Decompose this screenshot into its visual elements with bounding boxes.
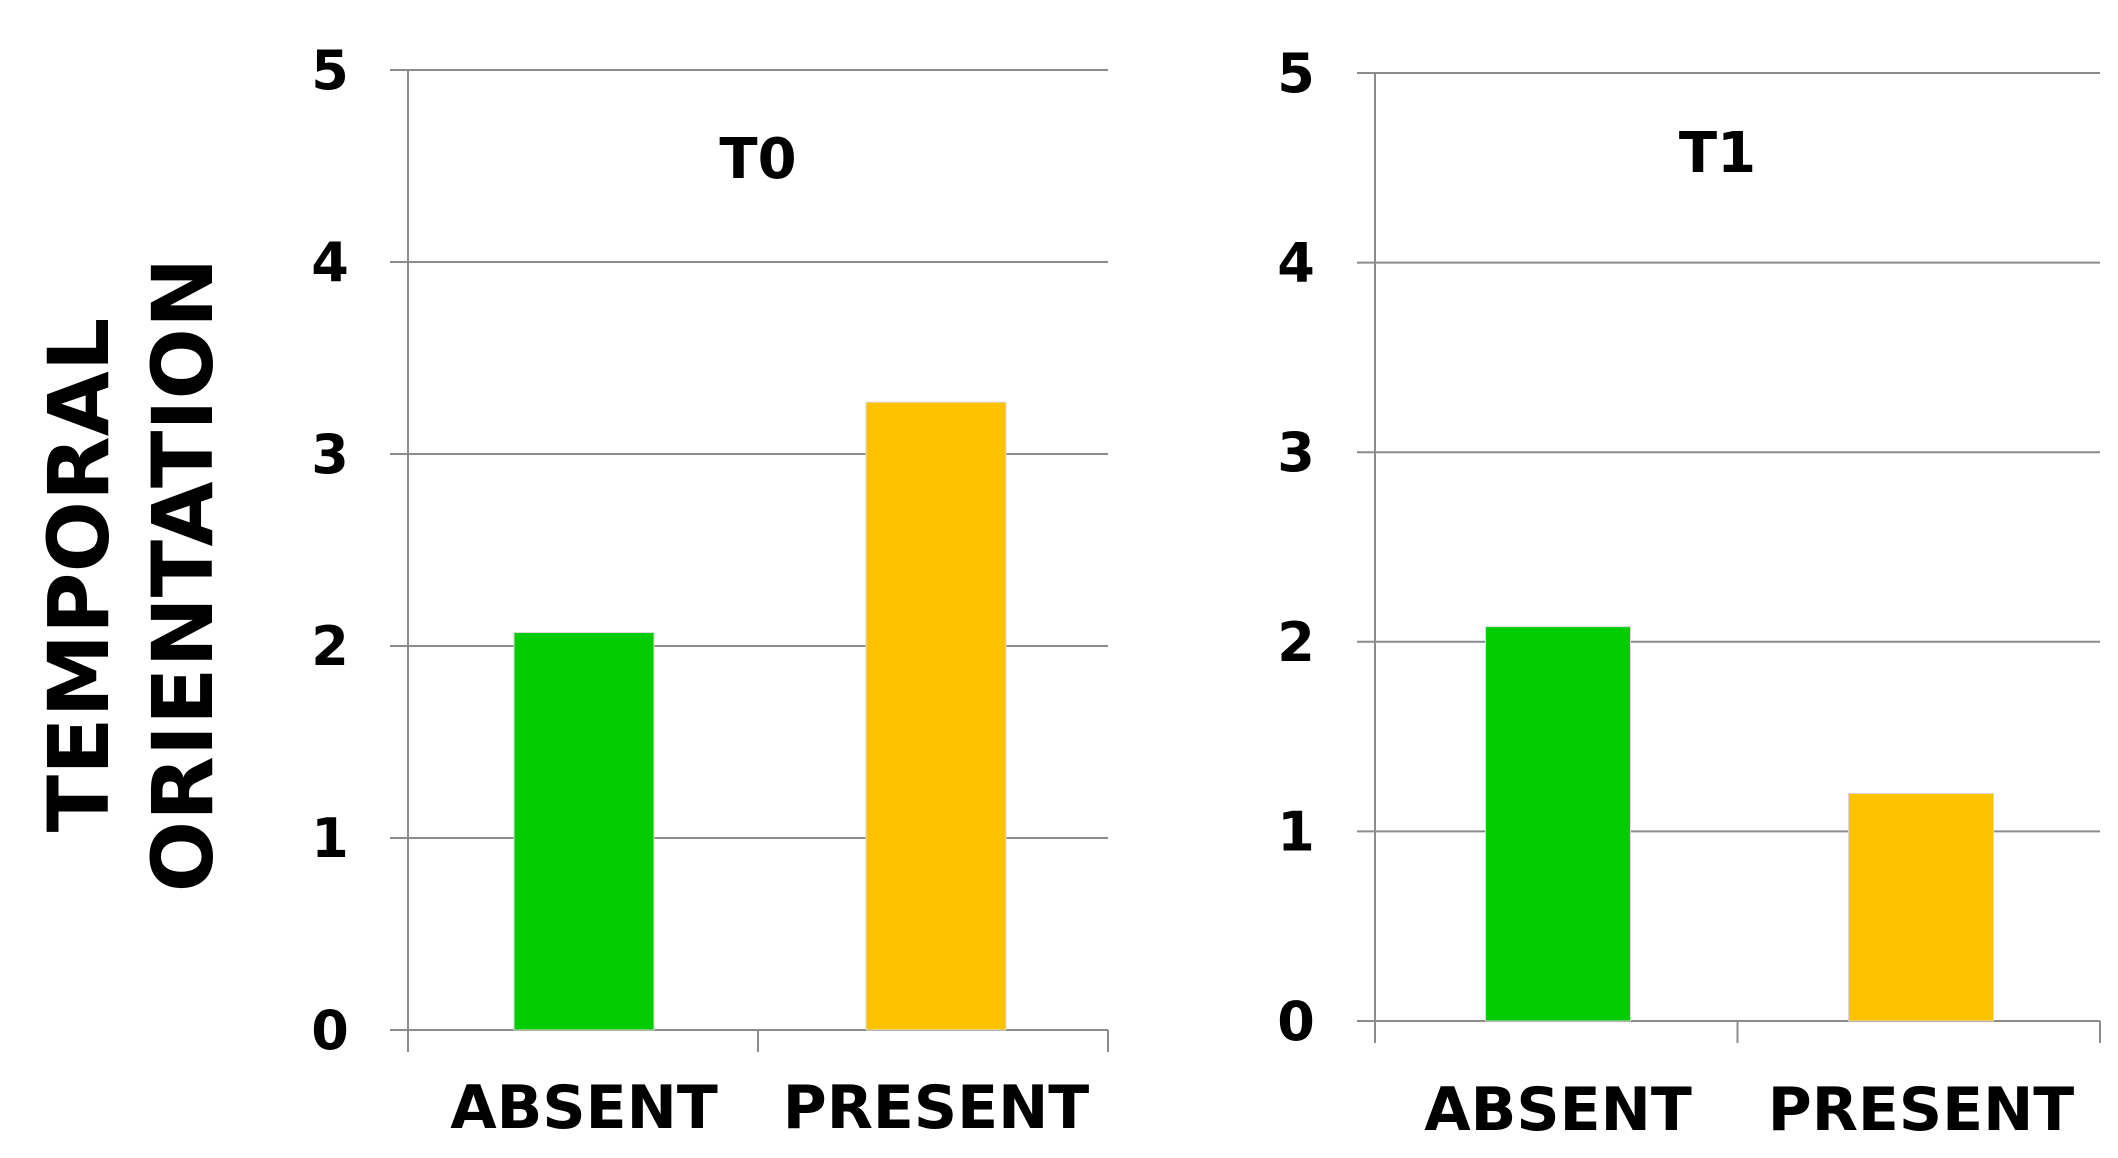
bar-absent (1485, 626, 1631, 1022)
y-axis-label-line-2: ORIENTATION (134, 258, 232, 893)
chart-panel-t0: 0 1 2 3 4 5 ABSENT PRESENT T0 (311, 39, 1109, 1143)
bar-present (1848, 792, 1994, 1022)
y-axis-label-line-1: TEMPORAL (30, 318, 128, 832)
panel-title: T1 (1679, 121, 1756, 186)
y-tick-label: 3 (311, 423, 349, 486)
bar-absent (513, 632, 655, 1031)
y-tick-label: 5 (1277, 42, 1315, 105)
y-tick-label: 4 (1277, 232, 1315, 295)
chart-panel-t1: 0 1 2 3 4 5 ABSENT PRESENT T1 (1277, 42, 2101, 1145)
y-tick-label: 4 (311, 231, 349, 294)
x-category-label: ABSENT (450, 1073, 718, 1143)
x-category-label: PRESENT (783, 1073, 1090, 1143)
y-tick-label: 3 (1277, 421, 1315, 484)
y-tick-label: 5 (311, 39, 349, 102)
x-category-label: PRESENT (1768, 1075, 2075, 1145)
x-category-label: ABSENT (1424, 1075, 1692, 1145)
y-tick-label: 1 (311, 807, 349, 870)
bar-present (865, 401, 1007, 1031)
y-tick-label: 2 (1277, 611, 1315, 674)
y-tick-label: 0 (1277, 990, 1315, 1053)
y-tick-label: 0 (311, 999, 349, 1062)
y-tick-label: 1 (1277, 800, 1315, 863)
panel-title: T0 (719, 127, 796, 192)
y-tick-label: 2 (311, 615, 349, 678)
